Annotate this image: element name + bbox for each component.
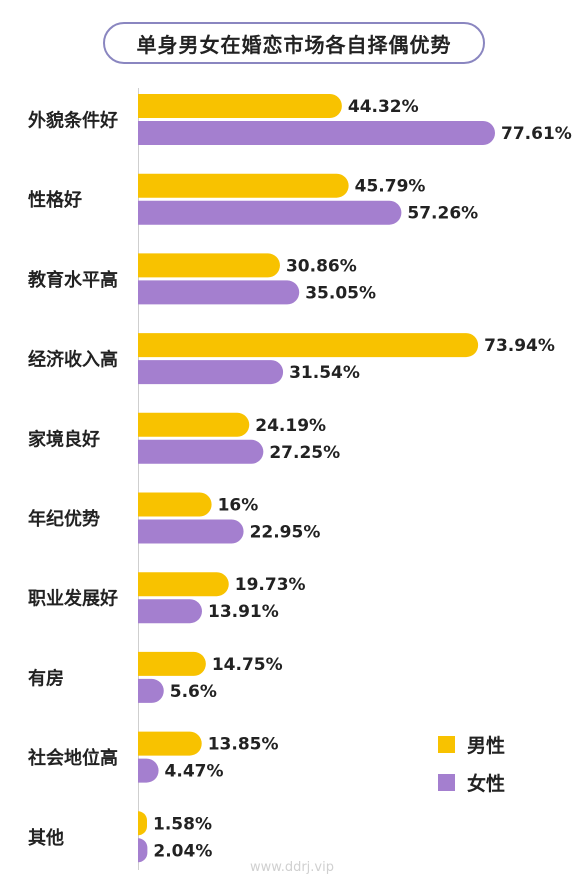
legend-swatch-female: [438, 773, 455, 791]
bar-male: [138, 651, 206, 676]
category-label: 有房: [28, 667, 64, 689]
data-label: 19.73%: [235, 575, 306, 595]
bar-female: [138, 280, 300, 305]
bar-female: [138, 758, 159, 783]
category-label: 性格好: [28, 189, 82, 211]
chart-title: 单身男女在婚恋市场各自择偶优势: [103, 22, 485, 64]
bar-male: [138, 94, 342, 119]
data-label: 1.58%: [153, 814, 212, 834]
bar-male: [138, 492, 212, 517]
bar-male: [138, 731, 202, 756]
bar-female: [138, 599, 202, 624]
data-label: 77.61%: [501, 124, 572, 144]
legend: 男性 女性: [438, 725, 505, 801]
category-label: 外貌条件好: [28, 110, 118, 132]
category-label: 职业发展好: [28, 588, 118, 610]
category-label: 教育水平高: [28, 269, 118, 291]
legend-item-male: 男性: [438, 725, 505, 763]
data-label: 5.6%: [170, 682, 217, 702]
bar-male: [138, 173, 349, 198]
data-label: 57.26%: [407, 204, 478, 224]
data-label: 44.32%: [348, 97, 419, 117]
bar-male: [138, 412, 250, 437]
category-label: 家境良好: [28, 428, 100, 450]
bar-female: [138, 519, 244, 544]
bar-female: [138, 360, 284, 385]
bar-female: [138, 200, 402, 225]
data-label: 13.85%: [208, 735, 279, 755]
data-label: 13.91%: [208, 602, 279, 622]
data-label: 16%: [218, 496, 259, 516]
category-label: 其他: [28, 827, 64, 849]
bar-male: [138, 572, 229, 597]
bar-male: [138, 333, 479, 358]
bar-female: [138, 838, 148, 863]
bar-male: [138, 811, 147, 836]
data-label: 35.05%: [305, 283, 376, 303]
data-label: 27.25%: [269, 443, 340, 463]
data-label: 2.04%: [153, 841, 212, 861]
category-label: 年纪优势: [28, 508, 100, 530]
bar-female: [138, 678, 164, 703]
bar-female: [138, 439, 264, 464]
data-label: 4.47%: [165, 762, 224, 782]
data-label: 24.19%: [255, 416, 326, 436]
category-label: 经济收入高: [28, 349, 118, 371]
category-label: 社会地位高: [28, 747, 118, 769]
legend-swatch-male: [438, 735, 455, 753]
legend-label-male: 男性: [467, 734, 506, 757]
data-label: 14.75%: [212, 655, 283, 675]
bar-male: [138, 253, 280, 278]
legend-label-female: 女性: [467, 772, 506, 795]
y-axis-line: [138, 88, 139, 870]
watermark: www.ddrj.vip: [250, 860, 334, 875]
data-label: 31.54%: [289, 363, 360, 383]
data-label: 22.95%: [250, 523, 321, 543]
data-label: 73.94%: [484, 336, 555, 356]
data-label: 30.86%: [286, 256, 357, 276]
data-label: 45.79%: [355, 177, 426, 197]
bar-female: [138, 121, 496, 145]
legend-item-female: 女性: [438, 763, 505, 801]
